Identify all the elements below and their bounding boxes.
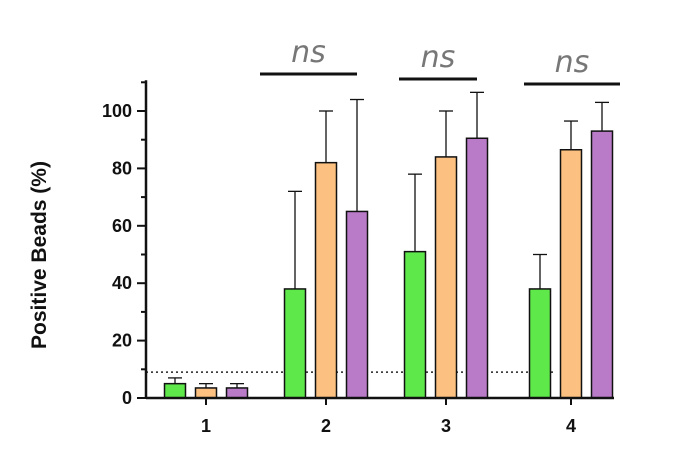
bar-s2-c3 <box>434 156 458 399</box>
x-tick-label-1: 1 <box>201 416 211 436</box>
significance-label-4: ns <box>555 45 590 80</box>
significance-label-3: ns <box>421 40 456 75</box>
bar-s1-c2 <box>283 288 307 399</box>
y-tick-label-60: 60 <box>112 216 132 236</box>
bar-s1-c4 <box>528 288 552 399</box>
bar-s3-c1 <box>225 387 249 399</box>
bar-s3-c2 <box>345 210 369 399</box>
y-tick-label-0: 0 <box>122 388 132 408</box>
bar-s2-c2 <box>314 161 338 399</box>
x-tick-label-2: 2 <box>321 416 331 436</box>
significance-label-2: ns <box>291 35 326 70</box>
y-tick-label-100: 100 <box>102 101 132 121</box>
bar-s2-c1 <box>194 387 218 399</box>
bar-s3-c3 <box>465 137 489 399</box>
x-tick-label-3: 3 <box>441 416 451 436</box>
x-tick-label-4: 4 <box>566 416 576 436</box>
bar-s1-c1 <box>163 382 187 399</box>
y-tick-label-20: 20 <box>112 331 132 351</box>
y-tick-label-40: 40 <box>112 273 132 293</box>
y-axis-label: Positive Beads (%) <box>28 161 51 349</box>
y-tick-label-80: 80 <box>112 158 132 178</box>
bar-s3-c4 <box>590 130 614 399</box>
bar-s1-c3 <box>403 250 427 399</box>
bar-s2-c4 <box>559 148 583 399</box>
